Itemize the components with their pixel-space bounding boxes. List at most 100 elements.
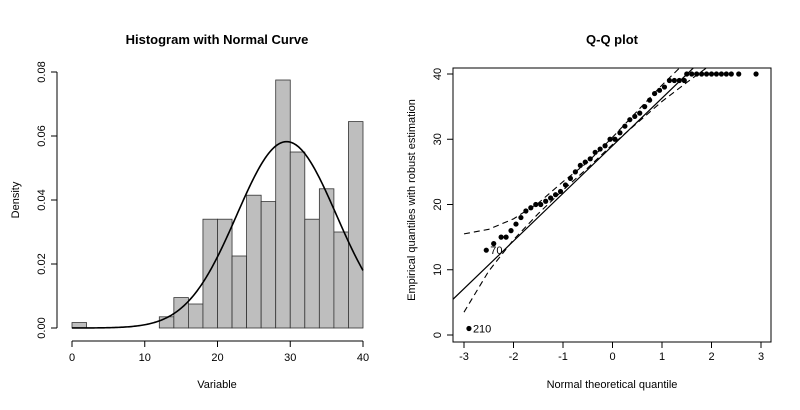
qq-point — [552, 192, 559, 198]
hist-bar — [246, 194, 262, 329]
hist-x-tick-label: 0 — [69, 352, 75, 364]
qq-point — [483, 247, 489, 253]
qq-point — [708, 71, 715, 77]
qq-x-tick-label: -2 — [509, 351, 519, 363]
qq-y-label: Empirical quantiles with robust estimati… — [406, 99, 418, 301]
hist-x-label: Variable — [197, 379, 237, 391]
qq-point — [694, 71, 700, 77]
hist-y-label: Density — [10, 181, 22, 218]
qq-plot-box — [452, 67, 772, 343]
qq-point — [728, 71, 734, 77]
qq-point — [642, 104, 648, 110]
qq-point — [543, 198, 549, 204]
qq-point — [703, 71, 710, 77]
qq-point — [562, 182, 569, 188]
hist-bar — [348, 121, 364, 329]
hist-y-tick-label: 0.00 — [36, 317, 48, 338]
qq-point — [656, 87, 663, 93]
qq-point — [736, 71, 742, 77]
qq-point — [523, 208, 529, 214]
qq-y-tick-label: 10 — [432, 264, 444, 276]
hist-bar — [187, 303, 204, 329]
qq-point — [753, 71, 759, 77]
hist-bar — [304, 218, 320, 329]
qq-annotation-70: 70 — [490, 245, 502, 257]
hist-bars — [71, 79, 364, 329]
qq-panel: Q-Q plot 210 70 -3 -2 -1 0 1 2 3 0 10 20 30 40 Nor… — [406, 32, 772, 391]
qq-annotation-210: 210 — [473, 323, 491, 335]
qq-point — [622, 123, 628, 129]
qq-point — [699, 71, 705, 77]
qq-point — [528, 205, 534, 211]
qq-point — [513, 221, 519, 227]
hist-title: Histogram with Normal Curve — [126, 32, 309, 47]
qq-point — [498, 234, 504, 240]
qq-point — [533, 201, 539, 208]
qq-point — [671, 77, 677, 84]
hist-bar — [260, 201, 277, 329]
qq-point — [718, 71, 725, 77]
hist-bar — [333, 231, 349, 329]
qq-point — [689, 71, 695, 77]
qq-y-axis: 0 10 20 30 40 — [432, 68, 453, 338]
qq-point — [587, 156, 593, 162]
hist-y-tick-label: 0.02 — [36, 253, 48, 274]
qq-point — [684, 71, 690, 77]
qq-point — [651, 90, 658, 97]
qq-point — [567, 175, 574, 181]
qq-point — [723, 71, 729, 77]
qq-point — [592, 149, 598, 155]
qq-x-label: Normal theoretical quantile — [547, 379, 678, 391]
qq-point — [466, 325, 472, 332]
qq-point — [637, 110, 643, 116]
qq-upper-band — [463, 68, 681, 235]
hist-bar — [289, 151, 306, 329]
hist-y-tick-label: 0.06 — [36, 125, 48, 146]
qq-point — [548, 195, 554, 201]
qq-x-tick-label: -3 — [459, 351, 469, 363]
hist-bar — [318, 188, 335, 329]
qq-point — [503, 234, 509, 240]
histogram-panel: Histogram with Normal Curve 0 10 20 30 40 0.… — [10, 32, 369, 391]
qq-point — [647, 97, 653, 103]
qq-annotations: 210 70 — [473, 245, 503, 335]
qq-point — [632, 113, 638, 120]
qq-point — [518, 214, 524, 221]
qq-reference-line — [453, 68, 695, 301]
qq-x-tick-label: 3 — [758, 351, 764, 363]
hist-y-tick-label: 0.08 — [36, 61, 48, 82]
qq-title: Q-Q plot — [586, 32, 639, 47]
qq-y-tick-label: 20 — [432, 198, 444, 210]
hist-bar — [217, 218, 233, 329]
qq-point — [617, 130, 623, 136]
hist-x-tick-label: 40 — [357, 352, 369, 364]
qq-point — [597, 146, 603, 152]
qq-y-tick-label: 40 — [432, 68, 444, 80]
qq-point — [491, 241, 497, 247]
qq-lower-band — [463, 68, 708, 313]
qq-point — [572, 169, 578, 175]
qq-point — [577, 162, 583, 168]
hist-x-axis: 0 10 20 30 40 — [69, 340, 369, 364]
qq-points — [466, 71, 759, 332]
qq-x-tick-label: -1 — [558, 351, 568, 363]
qq-point — [627, 117, 633, 123]
qq-point — [612, 136, 618, 142]
hist-y-tick-label: 0.04 — [36, 189, 48, 210]
hist-x-tick-label: 30 — [284, 352, 296, 364]
hist-bar — [202, 218, 218, 329]
qq-point — [557, 188, 564, 195]
qq-x-tick-label: 2 — [708, 351, 714, 363]
hist-y-axis: 0.00 0.02 0.04 0.06 0.08 — [36, 61, 58, 339]
qq-point — [676, 77, 682, 84]
qq-x-tick-label: 1 — [659, 351, 665, 363]
hist-x-tick-label: 20 — [211, 352, 223, 364]
qq-point — [607, 136, 613, 142]
qq-point — [538, 201, 544, 208]
qq-point — [582, 159, 588, 165]
qq-point — [681, 77, 687, 84]
qq-y-tick-label: 30 — [432, 133, 444, 145]
qq-y-tick-label: 0 — [432, 332, 444, 338]
qq-point — [602, 143, 608, 149]
